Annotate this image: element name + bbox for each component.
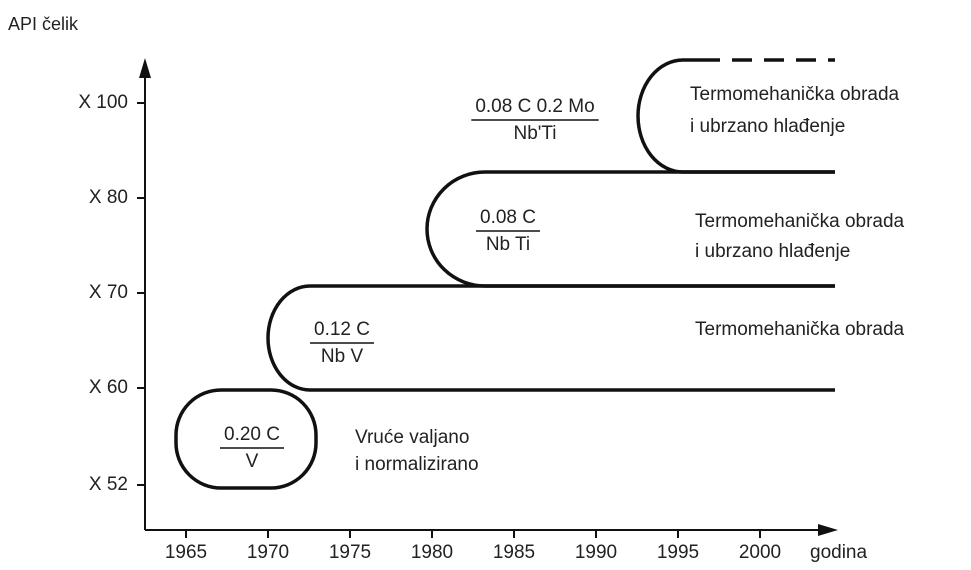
x-tick-label: 1970 — [247, 542, 289, 563]
y-tick-label: X 80 — [89, 187, 128, 208]
x-tick-label: 1980 — [411, 542, 453, 563]
process-text: i ubrzano hlađenje — [690, 116, 845, 137]
y-tick-label: X 60 — [89, 377, 128, 398]
process-text: Termomehanička obrada — [690, 84, 900, 105]
x-tick-label: 1975 — [329, 542, 371, 563]
process-text: Vruće valjano — [355, 427, 469, 448]
x-tick-label: 1995 — [657, 542, 699, 563]
numerator: 0.08 C — [480, 207, 536, 228]
stage-shape — [636, 58, 835, 174]
y-tick-label: X 100 — [78, 92, 128, 113]
denominator: V — [246, 451, 259, 472]
numerator: 0.08 C 0.2 Mo — [475, 96, 594, 117]
y-tick-label: X 70 — [89, 282, 128, 303]
y-arrow — [139, 58, 151, 78]
x-tick-label: 1965 — [165, 542, 207, 563]
x-tick-label: 2000 — [739, 542, 781, 563]
x-tick-label: 1985 — [493, 542, 535, 563]
process-text: i ubrzano hlađenje — [695, 241, 850, 262]
denominator: Nb V — [321, 346, 364, 367]
y-tick-label: X 52 — [89, 474, 128, 495]
numerator: 0.12 C — [314, 319, 370, 340]
process-text: Termomehanička obrada — [695, 319, 905, 340]
process-text: i normalizirano — [355, 454, 479, 475]
x-arrow — [818, 524, 838, 536]
x-axis-label: godina — [810, 542, 867, 563]
x-tick-label: 1990 — [575, 542, 617, 563]
stage-shape — [425, 170, 835, 288]
y-axis-label: API čelik — [8, 14, 79, 34]
denominator: Nb Ti — [486, 234, 530, 255]
stage-shape — [266, 284, 835, 392]
numerator: 0.20 C — [224, 424, 280, 445]
process-text: Termomehanička obrada — [695, 211, 905, 232]
stage-shape — [174, 388, 318, 490]
denominator: Nb'Ti — [513, 123, 556, 144]
